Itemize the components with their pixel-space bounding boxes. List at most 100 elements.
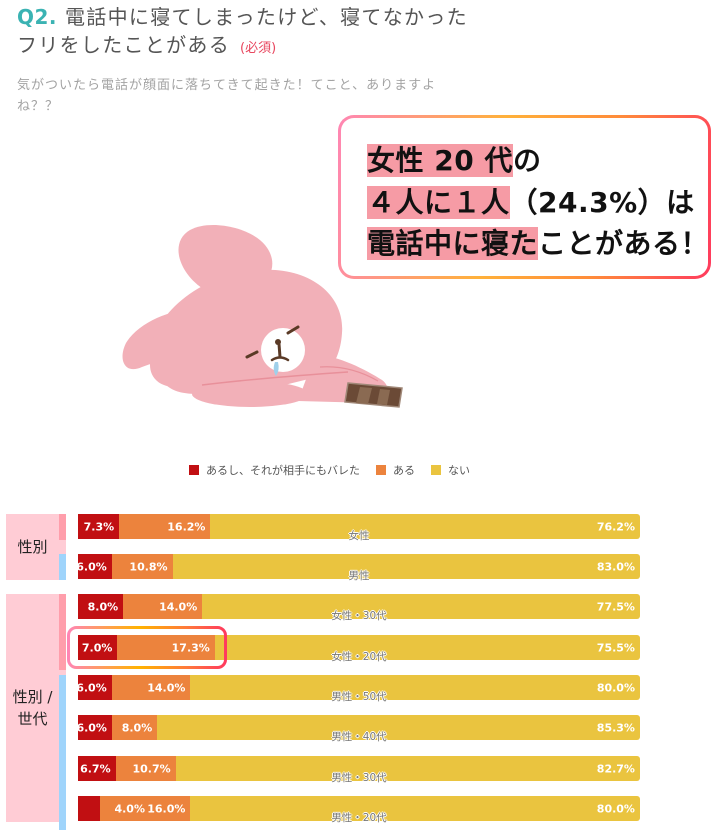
legend-label: ない bbox=[448, 464, 470, 477]
bar-row: 8.0% 14.0% 77.5% 女性・30代 bbox=[0, 594, 725, 635]
segment-yes: 16.2% bbox=[119, 514, 211, 539]
bar-row: 6.0% 14.0% 80.0% 男性・50代 bbox=[0, 675, 725, 716]
category-label: 男性・30代 bbox=[331, 772, 387, 784]
segment-yes: 16.0% bbox=[100, 796, 191, 821]
required-badge: (必須) bbox=[240, 41, 277, 56]
stacked-bar[interactable]: 6.7% 10.7% 82.7% 男性・30代 bbox=[78, 756, 640, 784]
gender-stripe bbox=[59, 715, 66, 756]
row-highlight-frame bbox=[67, 626, 227, 669]
legend-swatch-icon bbox=[376, 465, 386, 475]
segment-value: 77.5% bbox=[596, 600, 635, 613]
legend-swatch-icon bbox=[431, 465, 441, 475]
segment-value: 10.8% bbox=[129, 560, 168, 573]
segment-value: 80.0% bbox=[596, 681, 635, 694]
legend-item-yes[interactable]: ある bbox=[376, 462, 415, 478]
segment-yes: 14.0% bbox=[111, 675, 191, 700]
callout-line-3: 電話中に寝たことがある！ bbox=[367, 223, 709, 265]
stacked-bar[interactable]: 6.0% 8.0% 85.3% 男性・40代 bbox=[76, 715, 640, 743]
segment-yes: 10.7% bbox=[115, 756, 176, 781]
segment-value: 83.0% bbox=[596, 560, 635, 573]
segment-value: 6.0% bbox=[76, 721, 107, 734]
bar-row: 6.0% 10.8% 83.0% 男性 bbox=[0, 554, 725, 582]
segment-value: 14.0% bbox=[159, 600, 198, 613]
segment-value: 16.0% bbox=[147, 802, 186, 815]
segment-value: 16.2% bbox=[167, 520, 206, 533]
segment-value: 17.3% bbox=[171, 641, 210, 654]
question-title-text-1: 電話中に寝てしまったけど、寝てなかった bbox=[65, 5, 468, 29]
segment-value: 7.3% bbox=[83, 520, 115, 533]
segment-value: 6.7% bbox=[80, 762, 111, 775]
gender-stripe bbox=[59, 554, 66, 580]
gender-stripe bbox=[59, 594, 66, 635]
segment-no: 77.5% bbox=[202, 594, 640, 619]
legend-item-exposed[interactable]: あるし、それが相手にもバレた bbox=[189, 462, 360, 478]
callout-highlight: 電話中に寝た bbox=[367, 227, 539, 260]
question-title-line-1: Q2. 電話中に寝てしまったけど、寝てなかった bbox=[17, 3, 468, 31]
highlight-callout: 女性 20 代の ４人に１人（24.3%）は 電話中に寝たことがある！ bbox=[338, 115, 711, 279]
segment-exposed: 7.3% bbox=[78, 514, 120, 539]
segment-no: 82.7% bbox=[175, 756, 640, 781]
segment-exposed: 8.0% bbox=[78, 594, 124, 619]
segment-yes: 14.0% bbox=[123, 594, 203, 619]
segment-value: 6.0% bbox=[76, 560, 107, 573]
legend-label: ある bbox=[393, 464, 415, 477]
segment-value: 4.0% bbox=[114, 802, 145, 815]
segment-value: 14.0% bbox=[147, 681, 186, 694]
stacked-bar[interactable]: 8.0% 14.0% 77.5% 女性・30代 bbox=[78, 594, 640, 622]
group-label-gender-age: 性別 / 世代 bbox=[6, 594, 66, 822]
bar-row: 7.3% 16.2% 76.2% 女性 bbox=[0, 514, 725, 542]
segment-exposed: 6.7% bbox=[78, 756, 116, 781]
gender-stripe bbox=[59, 675, 66, 716]
category-label: 男性・40代 bbox=[331, 731, 387, 743]
segment-no: 80.0% bbox=[190, 675, 640, 700]
stacked-bar[interactable]: 7.3% 16.2% 76.2% 女性 bbox=[78, 514, 640, 542]
segment-value: 76.2% bbox=[596, 520, 635, 533]
gender-stripe bbox=[59, 635, 66, 670]
segment-no: 80.0% bbox=[190, 796, 640, 821]
segment-value: 82.7% bbox=[596, 762, 635, 775]
segment-exposed: 6.0% bbox=[76, 675, 112, 700]
stacked-bar[interactable]: 4.0% 16.0% 80.0% 男性・20代 bbox=[78, 796, 640, 824]
category-label: 女性・30代 bbox=[331, 610, 387, 622]
segment-yes: 8.0% bbox=[111, 715, 158, 740]
phone-icon bbox=[344, 382, 403, 408]
question-title-text-2: フリをしたことがある bbox=[17, 33, 230, 57]
segment-no: 75.5% bbox=[214, 635, 640, 660]
segment-no: 83.0% bbox=[172, 554, 640, 579]
gender-stripe bbox=[59, 796, 66, 830]
segment-exposed: 6.0% bbox=[76, 715, 112, 740]
callout-rest: （24.3%）は bbox=[509, 185, 695, 219]
callout-text: 女性 20 代の ４人に１人（24.3%）は 電話中に寝たことがある！ bbox=[367, 140, 709, 265]
segment-value: 8.0% bbox=[87, 600, 119, 613]
group-label-gender: 性別 bbox=[6, 514, 66, 580]
stacked-bar[interactable]: 6.0% 10.8% 83.0% 男性 bbox=[76, 554, 640, 582]
stacked-bar[interactable]: 7.0% 17.3% 75.5% 女性・20代 bbox=[78, 635, 640, 663]
segment-value: 8.0% bbox=[121, 721, 153, 734]
legend-swatch-icon bbox=[189, 465, 199, 475]
chart-legend: あるし、それが相手にもバレた ある ない bbox=[189, 462, 486, 478]
stacked-bar[interactable]: 6.0% 14.0% 80.0% 男性・50代 bbox=[76, 675, 640, 703]
segment-yes: 17.3% bbox=[117, 635, 215, 660]
bar-row: 6.0% 8.0% 85.3% 男性・40代 bbox=[0, 715, 725, 756]
segment-value: 10.7% bbox=[132, 762, 171, 775]
bar-row: 6.7% 10.7% 82.7% 男性・30代 bbox=[0, 756, 725, 797]
segment-exposed: 6.0% bbox=[76, 554, 112, 579]
description-line-1: 気がついたら電話が顔面に落ちてきて起きた！てこと、ありますよ bbox=[17, 78, 437, 93]
gender-stripe bbox=[59, 514, 66, 540]
group-label-text: 性別 / bbox=[12, 688, 53, 706]
category-label: 男性・50代 bbox=[331, 691, 387, 703]
callout-line-2: ４人に１人（24.3%）は bbox=[367, 182, 709, 224]
group-label-text: 性別 bbox=[17, 538, 48, 556]
category-label: 男性 bbox=[348, 570, 370, 582]
callout-highlight: ４人に１人 bbox=[367, 185, 510, 219]
gender-stripe bbox=[59, 756, 66, 797]
group-label-text: 世代 bbox=[17, 710, 48, 728]
question-title-line-2: フリをしたことがある (必須) bbox=[17, 31, 468, 63]
segment-value: 6.0% bbox=[76, 681, 107, 694]
legend-item-no[interactable]: ない bbox=[431, 462, 470, 478]
legend-label: あるし、それが相手にもバレた bbox=[206, 464, 360, 477]
bar-row: 7.0% 17.3% 75.5% 女性・20代 bbox=[0, 635, 725, 670]
callout-rest: の bbox=[512, 144, 542, 177]
callout-rest: ことがある！ bbox=[538, 227, 710, 260]
segment-exposed: 7.0% bbox=[78, 635, 118, 660]
